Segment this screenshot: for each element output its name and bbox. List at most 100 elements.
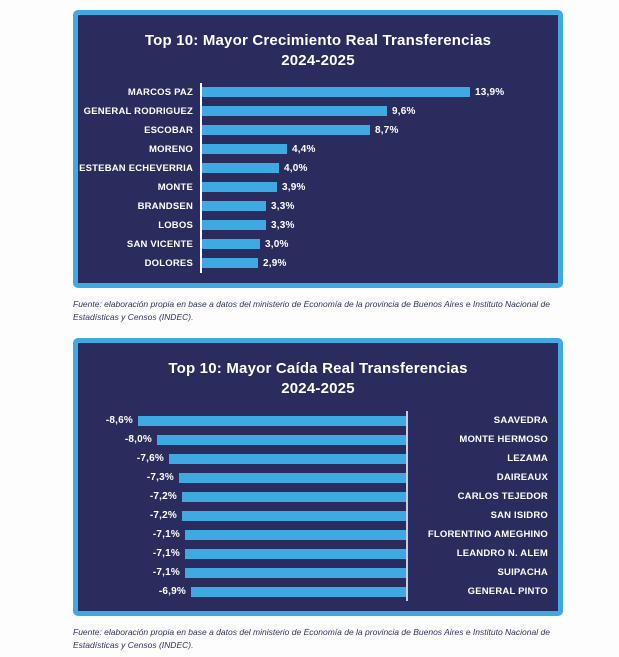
value-label: -7,2% [149,510,177,522]
value-label: 8,7% [375,124,399,136]
bar-row: -8,6% SAAVEDRA [78,411,558,431]
bar [202,144,287,155]
category-label: DAIREAUX [496,472,548,484]
plot-rows: -8,6% SAAVEDRA -8,0% MONTE HERMOSO -7,6% LEZA… [78,411,558,602]
category-label: BRANDSEN [137,200,193,212]
bar [185,529,406,540]
category-label: MONTE [157,181,193,193]
value-label: -7,1% [152,548,180,560]
growth-chart-title: Top 10: Mayor Crecimiento Real Transfere… [90,31,546,71]
bar [202,182,277,193]
bar-track: -8,0% [78,430,408,450]
bar [202,87,470,98]
growth-chart-title-line1: Top 10: Mayor Crecimiento Real Transfere… [144,32,492,49]
category-label: MORENO [149,143,193,155]
bar-track: 4,0% [200,158,558,178]
category-label: ESCOBAR [144,124,193,136]
bar [202,201,266,212]
bar [182,491,406,502]
bar-track: 2,9% [200,253,558,273]
decline-chart-title: Top 10: Mayor Caída Real Transferencias … [90,359,546,399]
decline-chart-title-line2: 2024-2025 [281,380,355,398]
bar-track: 3,3% [200,215,558,235]
bar-track: -8,6% [78,411,408,431]
bar-row: DOLORES 2,9% [78,253,558,273]
value-label: -7,1% [152,567,180,579]
bar-track: 3,3% [200,196,558,216]
bar-track: 13,9% [200,82,558,102]
decline-chart-card: Top 10: Mayor Caída Real Transferencias … [73,338,563,617]
bar [179,472,406,483]
bar-track: -7,6% [78,449,408,469]
value-label: 3,3% [271,200,295,212]
value-label: 3,3% [271,219,295,231]
category-label: LEZAMA [507,453,548,465]
bar [185,567,406,578]
bar-row: ESCOBAR 8,7% [78,120,558,140]
bar [202,125,370,136]
value-label: 4,0% [284,162,308,174]
bar [157,434,406,445]
bar [191,586,406,597]
value-label: -7,2% [149,491,177,503]
category-label: SAN VICENTE [126,238,193,250]
bar [182,510,406,521]
bar-row: -8,0% MONTE HERMOSO [78,430,558,450]
bar-row: -7,3% DAIREAUX [78,468,558,488]
bar-track: -7,1% [78,563,408,583]
bar [202,163,279,174]
category-label: LEANDRO N. ALEM [456,548,548,560]
bar-track: -7,1% [78,525,408,545]
bar-row: LOBOS 3,3% [78,215,558,235]
growth-chart-card: Top 10: Mayor Crecimiento Real Transfere… [73,10,563,288]
plot-rows: MARCOS PAZ 13,9% GENERAL RODRIGUEZ 9,6% ESCO… [78,82,558,273]
bar-track: 9,6% [200,101,558,121]
bar-track: 3,0% [200,234,558,254]
category-label: ESTEBAN ECHEVERRIA [79,162,193,174]
bar [138,415,406,426]
bar [202,106,387,117]
source-note: Fuente: elaboración propia en base a dat… [73,298,550,322]
value-label: 4,4% [292,143,316,155]
bar-row: -6,9% GENERAL PINTO [78,582,558,602]
bar [185,548,406,559]
bar [202,220,266,231]
value-label: -7,3% [146,472,174,484]
bar [202,239,260,250]
value-label: -8,6% [105,415,133,427]
bar-track: -7,1% [78,544,408,564]
category-label: SUIPACHA [497,567,548,579]
page: { "page": { "background": "#FDFDFE" }, "… [0,10,619,657]
bar [169,453,406,464]
category-label: FLORENTINO AMEGHINO [427,529,548,541]
growth-chart-title-line2: 2024-2025 [281,51,355,69]
value-label: 13,9% [475,86,505,98]
category-label: LOBOS [158,219,193,231]
value-label: 2,9% [263,257,287,269]
category-label: CARLOS TEJEDOR [457,491,548,503]
value-label: -7,6% [136,453,164,465]
bar-row: -7,6% LEZAMA [78,449,558,469]
bar-track: -7,2% [78,506,408,526]
category-label: MARCOS PAZ [127,86,193,98]
bar-row: -7,2% CARLOS TEJEDOR [78,487,558,507]
value-label: 3,9% [282,181,306,193]
bar-row: MONTE 3,9% [78,177,558,197]
bar-row: -7,1% LEANDRO N. ALEM [78,544,558,564]
decline-chart-title-line1: Top 10: Mayor Caída Real Transferencias [168,360,468,378]
value-label: -7,1% [152,529,180,541]
category-label: GENERAL PINTO [467,586,548,598]
value-label: 3,0% [265,238,289,250]
bar-track: -7,2% [78,487,408,507]
category-label: GENERAL RODRIGUEZ [83,105,193,117]
category-label: SAAVEDRA [493,415,548,427]
bar-row: MARCOS PAZ 13,9% [78,82,558,102]
value-label: -8,0% [124,434,152,446]
bar-track: 4,4% [200,139,558,159]
bar-track: -7,3% [78,468,408,488]
source-note: Fuente: elaboración propia en base a dat… [73,627,550,650]
value-label: 9,6% [392,105,416,117]
bar-track: 8,7% [200,120,558,140]
value-label: -6,9% [158,586,186,598]
bar [202,258,258,269]
